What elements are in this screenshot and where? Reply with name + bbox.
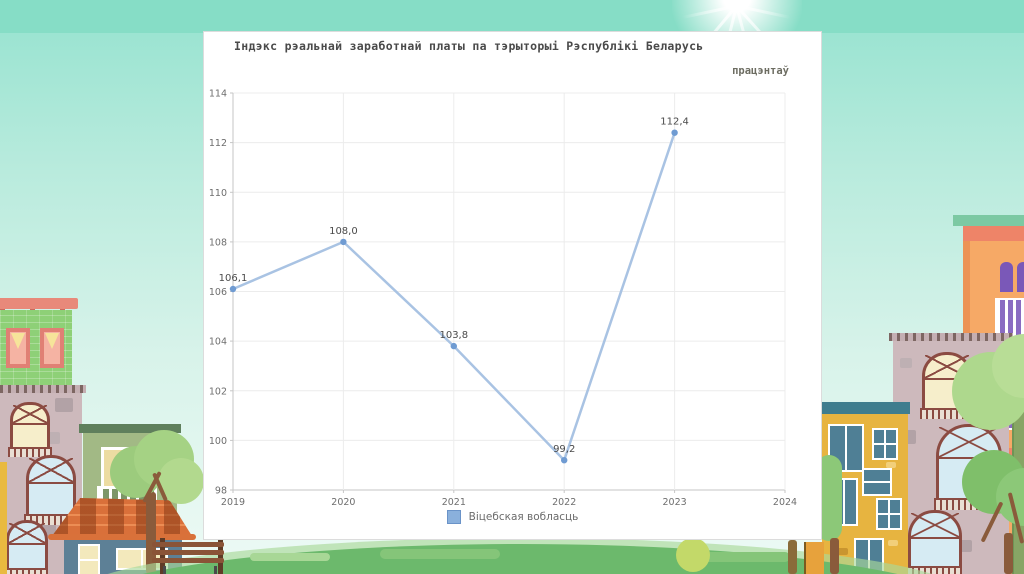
svg-text:114: 114 xyxy=(209,89,227,100)
building-yellow-sliver xyxy=(0,462,7,574)
roof-cap xyxy=(816,402,910,414)
coral-band xyxy=(963,226,1024,241)
tree-trunk xyxy=(830,538,839,574)
building-corner xyxy=(804,542,824,574)
svg-text:103,8: 103,8 xyxy=(439,330,468,341)
window xyxy=(862,468,892,496)
roof-cap xyxy=(953,215,1024,226)
brick-patch xyxy=(886,462,896,468)
svg-text:2022: 2022 xyxy=(552,497,576,508)
svg-text:112,4: 112,4 xyxy=(660,117,689,128)
roof xyxy=(0,298,78,309)
tree-foliage xyxy=(676,538,710,572)
balcony-slats xyxy=(906,566,962,574)
dentil-trim xyxy=(889,333,1013,341)
svg-text:110: 110 xyxy=(209,188,227,199)
balcony-slats xyxy=(920,408,972,419)
svg-text:102: 102 xyxy=(209,386,227,397)
brick-patch xyxy=(836,548,848,555)
svg-text:106,1: 106,1 xyxy=(219,273,248,284)
svg-text:106: 106 xyxy=(209,287,227,298)
window xyxy=(872,428,898,460)
svg-text:2024: 2024 xyxy=(773,497,797,508)
window xyxy=(40,328,64,368)
svg-text:100: 100 xyxy=(209,436,227,447)
grass-patch xyxy=(250,553,330,561)
legend-label: Віцебская вобласць xyxy=(468,511,579,523)
arched-window xyxy=(26,455,76,517)
facade-patch xyxy=(900,358,912,368)
svg-text:2020: 2020 xyxy=(331,497,355,508)
tree-trunk xyxy=(146,492,156,574)
dentil-trim xyxy=(0,385,86,393)
brick-patch xyxy=(888,540,898,546)
bench-post xyxy=(160,538,165,574)
bench-post xyxy=(218,538,223,574)
svg-text:2019: 2019 xyxy=(221,497,245,508)
bench-leg xyxy=(214,566,217,574)
balcony-slats xyxy=(4,568,46,574)
balcony-slats xyxy=(24,514,76,525)
window xyxy=(1017,262,1024,292)
window xyxy=(876,498,902,530)
svg-text:108,0: 108,0 xyxy=(329,226,358,237)
svg-text:104: 104 xyxy=(209,337,227,348)
facade-patch xyxy=(55,398,73,412)
curtain xyxy=(45,333,59,349)
balcony-slats xyxy=(8,447,52,457)
window xyxy=(6,328,30,368)
window xyxy=(78,544,100,574)
legend-swatch xyxy=(446,510,461,524)
svg-text:2023: 2023 xyxy=(663,497,687,508)
curtain xyxy=(11,333,25,349)
svg-text:112: 112 xyxy=(209,138,227,149)
arched-window xyxy=(908,510,962,572)
chart-panel: Індэкс рэальнай заработнай платы па тэры… xyxy=(203,31,822,540)
bench-slat xyxy=(152,550,224,555)
bench-leg xyxy=(163,566,166,574)
svg-text:2021: 2021 xyxy=(442,497,466,508)
legend: Віцебская вобласць xyxy=(204,510,821,524)
bench-slat xyxy=(152,558,224,563)
bench-slat xyxy=(152,542,224,547)
svg-text:98: 98 xyxy=(215,486,227,497)
sky-band xyxy=(0,0,1024,33)
svg-text:108: 108 xyxy=(209,237,227,248)
tree-trunk xyxy=(1004,533,1013,574)
line-chart: 98 100 102 104 106 108 110 112 114 2019 2020 2021 20… xyxy=(209,89,797,509)
chart-title: Індэкс рэальнай заработнай платы па тэры… xyxy=(234,39,704,53)
window xyxy=(1000,262,1013,292)
roof-cap xyxy=(79,424,181,433)
tree-trunk xyxy=(788,540,797,574)
arched-window xyxy=(6,520,48,574)
svg-text:99,2: 99,2 xyxy=(553,444,575,455)
grass-patch xyxy=(380,549,500,559)
roof xyxy=(52,498,192,536)
grass-patch xyxy=(700,552,790,562)
roof-eave xyxy=(48,534,196,540)
arched-window xyxy=(10,402,50,450)
unit-label: працэнтаў xyxy=(732,65,789,77)
